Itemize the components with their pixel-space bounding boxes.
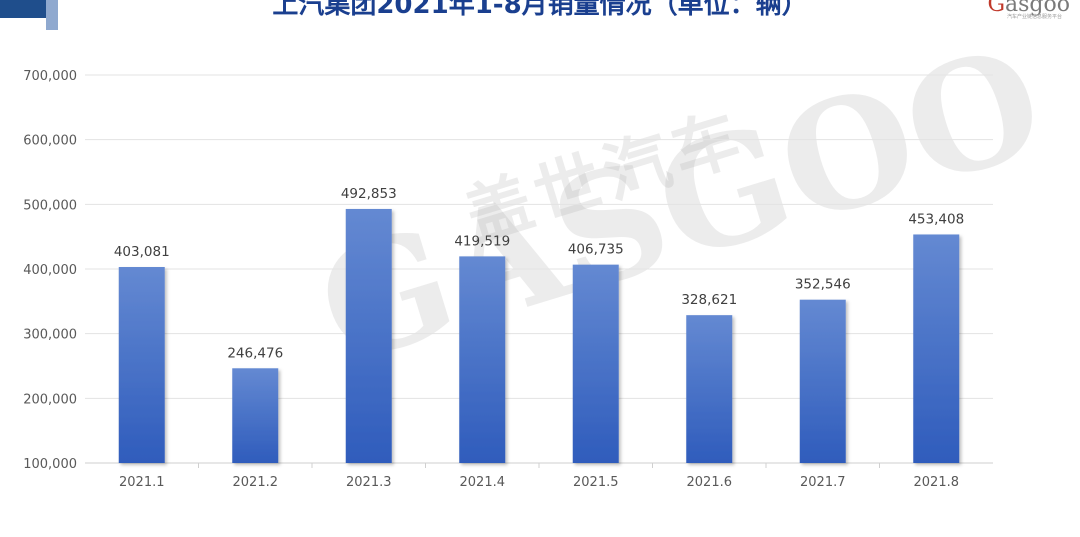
bar-2021.5: [572, 264, 619, 463]
y-tick-label: 500,000: [23, 198, 77, 213]
bar-2021.8: [913, 234, 960, 463]
data-label: 328,621: [681, 292, 737, 308]
data-label: 406,735: [568, 242, 624, 258]
bar-2021.1: [118, 267, 165, 463]
bar-2021.3: [345, 208, 392, 463]
bar-2021.4: [459, 256, 506, 463]
bar-2021.6: [686, 315, 733, 463]
y-tick-label: 700,000: [23, 69, 77, 84]
gridlines: [85, 74, 993, 464]
brand-logo-mark: G: [987, 0, 1006, 17]
bars: [118, 208, 960, 463]
data-label: 419,519: [454, 233, 510, 249]
y-tick-label: 200,000: [23, 392, 77, 407]
y-tick-label: 600,000: [23, 134, 77, 149]
y-tick-label: 100,000: [23, 457, 77, 472]
bar-2021.7: [799, 299, 846, 463]
data-label: 453,408: [908, 211, 964, 227]
corner-accent-stripe: [46, 0, 58, 30]
x-axis-ticks: 2021.1 2021.2 2021.3 2021.4 2021.5 2021.6 2021…: [119, 463, 959, 490]
x-tick-label: 2021.7: [800, 475, 846, 490]
data-label: 403,081: [114, 244, 170, 260]
x-tick-label: 2021.6: [687, 475, 733, 490]
x-tick-label: 2021.1: [119, 475, 165, 490]
chart-title: 上汽集团2021年1-8月销量情况（单位：辆）: [272, 0, 808, 20]
y-axis-ticks: 100,000 200,000 300,000 400,000 500,000 600,0…: [23, 69, 77, 472]
data-label: 352,546: [795, 277, 851, 293]
x-tick-label: 2021.8: [914, 475, 960, 490]
data-labels: 403,081 246,476 492,853 419,519 406,735 328,6…: [114, 186, 964, 361]
data-label: 492,853: [341, 186, 397, 202]
data-label: 246,476: [227, 345, 283, 361]
x-tick-label: 2021.2: [233, 475, 279, 490]
x-tick-label: 2021.4: [460, 475, 506, 490]
x-tick-label: 2021.3: [346, 475, 392, 490]
y-tick-label: 400,000: [23, 263, 77, 278]
bar-2021.2: [232, 368, 279, 463]
brand-logo-text: asgoo: [1005, 0, 1070, 17]
brand-logo: Gasgoo: [987, 0, 1070, 17]
y-tick-label: 300,000: [23, 328, 77, 343]
corner-accent-block: [0, 0, 46, 18]
brand-tagline: 汽车产业链信息服务平台: [1006, 14, 1062, 20]
x-tick-label: 2021.5: [573, 475, 619, 490]
